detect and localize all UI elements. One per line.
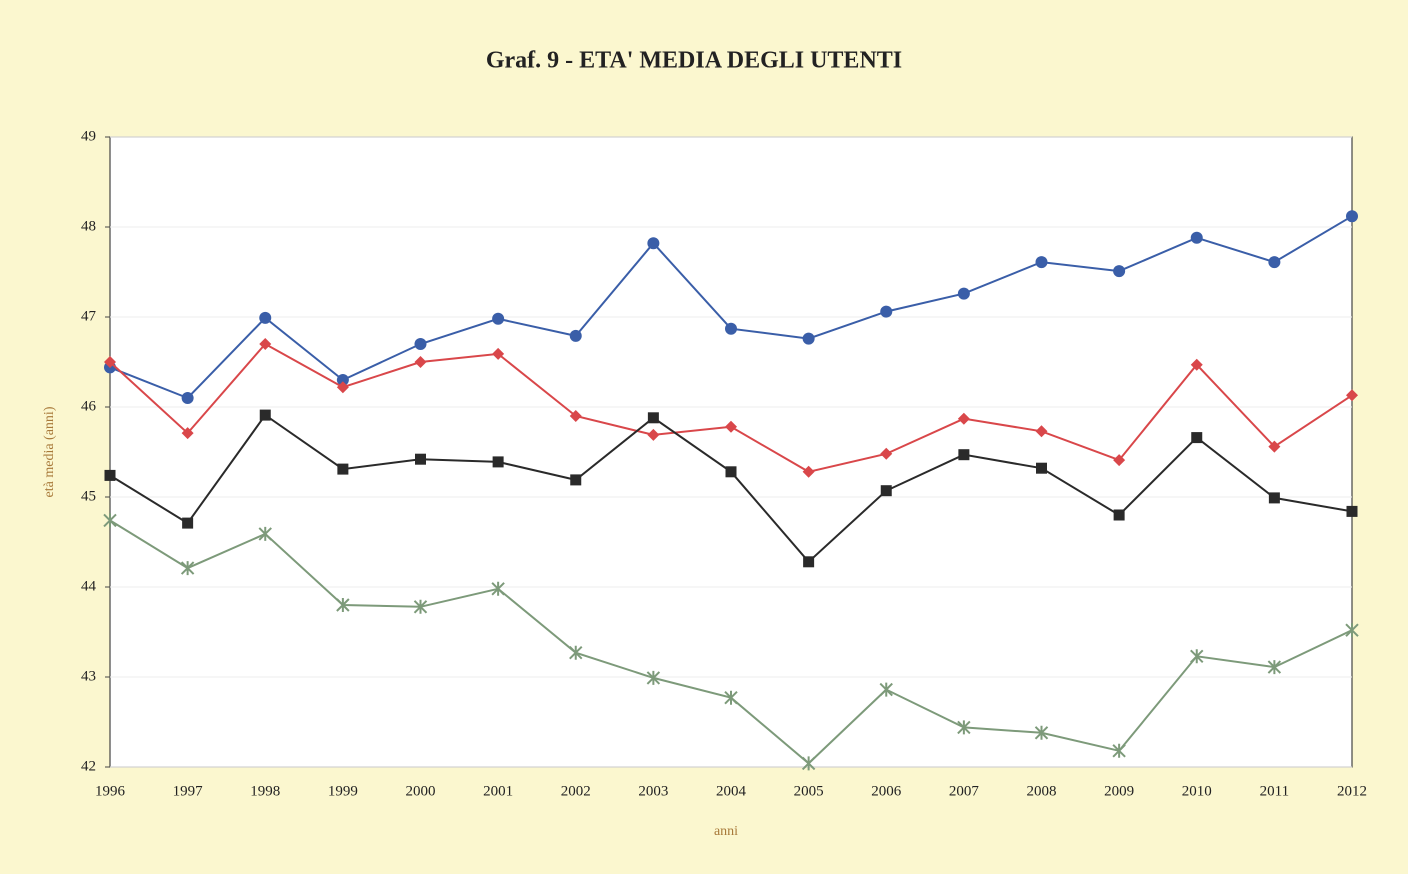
point xyxy=(647,428,660,441)
x-tick-label: 1999 xyxy=(328,783,358,799)
point xyxy=(569,329,582,342)
point xyxy=(801,756,816,771)
point xyxy=(1268,256,1281,269)
point xyxy=(258,526,272,541)
point xyxy=(1190,649,1204,664)
point xyxy=(803,556,815,568)
point xyxy=(337,463,349,475)
point xyxy=(880,447,893,460)
x-tick-label: 2001 xyxy=(483,783,513,799)
y-tick-label: 46 xyxy=(81,398,97,414)
point xyxy=(182,517,194,529)
point xyxy=(802,465,815,478)
point xyxy=(725,466,737,478)
point xyxy=(1346,505,1358,517)
point xyxy=(336,381,349,394)
x-tick-label: 1998 xyxy=(250,783,280,799)
y-tick-label: 47 xyxy=(81,308,97,324)
point xyxy=(646,670,661,685)
point xyxy=(1035,425,1048,438)
point xyxy=(1113,454,1126,467)
point xyxy=(1036,462,1047,474)
point xyxy=(492,312,505,325)
point xyxy=(259,409,271,421)
point xyxy=(880,485,892,497)
point xyxy=(957,720,971,735)
y-tick-label: 44 xyxy=(81,578,97,594)
point xyxy=(1112,743,1126,758)
y-tick-label: 43 xyxy=(81,668,96,684)
point xyxy=(104,469,116,481)
point xyxy=(802,332,815,345)
point xyxy=(492,347,505,360)
x-tick-label: 2004 xyxy=(716,783,747,799)
point xyxy=(336,374,349,386)
point xyxy=(725,322,737,335)
plot-area xyxy=(109,136,1353,768)
point xyxy=(336,598,350,612)
y-tick-label: 49 xyxy=(81,128,96,144)
point xyxy=(1346,210,1358,223)
x-tick-label: 2012 xyxy=(1337,783,1367,799)
point xyxy=(957,287,970,300)
point xyxy=(414,356,427,368)
point xyxy=(647,412,659,424)
x-tick-label: 2009 xyxy=(1104,783,1134,799)
y-tick-label: 42 xyxy=(81,758,96,774)
point xyxy=(647,237,660,250)
point xyxy=(1268,492,1280,504)
x-tick-label: 2011 xyxy=(1260,783,1289,799)
point xyxy=(413,599,428,614)
y-axis-label: età media (anni) xyxy=(42,406,57,497)
point xyxy=(104,356,116,368)
point xyxy=(570,474,582,486)
x-tick-label: 1997 xyxy=(173,783,204,799)
point xyxy=(259,338,272,350)
x-tick-label: 2006 xyxy=(871,783,902,799)
x-tick-label: 2002 xyxy=(561,783,591,799)
point xyxy=(1345,623,1359,638)
x-tick-label: 2003 xyxy=(638,783,668,799)
point xyxy=(103,513,117,528)
point xyxy=(880,305,893,318)
y-tick-label: 45 xyxy=(81,488,96,504)
point xyxy=(1035,256,1048,269)
x-tick-label: 2005 xyxy=(794,783,824,799)
point xyxy=(569,410,582,422)
point xyxy=(1267,660,1282,675)
x-tick-label: 2000 xyxy=(406,783,436,799)
chart-title: Graf. 9 - ETA' MEDIA DEGLI UTENTI xyxy=(486,48,902,74)
x-tick-label: 2008 xyxy=(1027,783,1057,799)
y-tick-label: 48 xyxy=(81,218,96,234)
point xyxy=(1034,725,1049,740)
point xyxy=(181,427,194,440)
point xyxy=(415,453,426,465)
point xyxy=(1346,389,1358,402)
x-axis-label: anni xyxy=(714,824,738,839)
point xyxy=(492,456,504,468)
point xyxy=(491,581,505,596)
point xyxy=(259,311,272,324)
x-tick-label: 2007 xyxy=(949,783,980,799)
point xyxy=(180,561,195,576)
point xyxy=(414,338,427,350)
point xyxy=(1190,231,1203,244)
point xyxy=(725,420,737,433)
point xyxy=(181,392,194,404)
point xyxy=(957,412,970,425)
point xyxy=(724,690,738,705)
point xyxy=(1191,432,1203,444)
point xyxy=(569,645,583,660)
point xyxy=(1113,265,1126,278)
point xyxy=(1268,440,1281,453)
point xyxy=(958,449,970,461)
point xyxy=(1113,509,1125,521)
x-tick-label: 2010 xyxy=(1182,783,1212,799)
x-tick-label: 1996 xyxy=(95,783,126,799)
point xyxy=(879,682,893,697)
point xyxy=(1190,358,1203,371)
